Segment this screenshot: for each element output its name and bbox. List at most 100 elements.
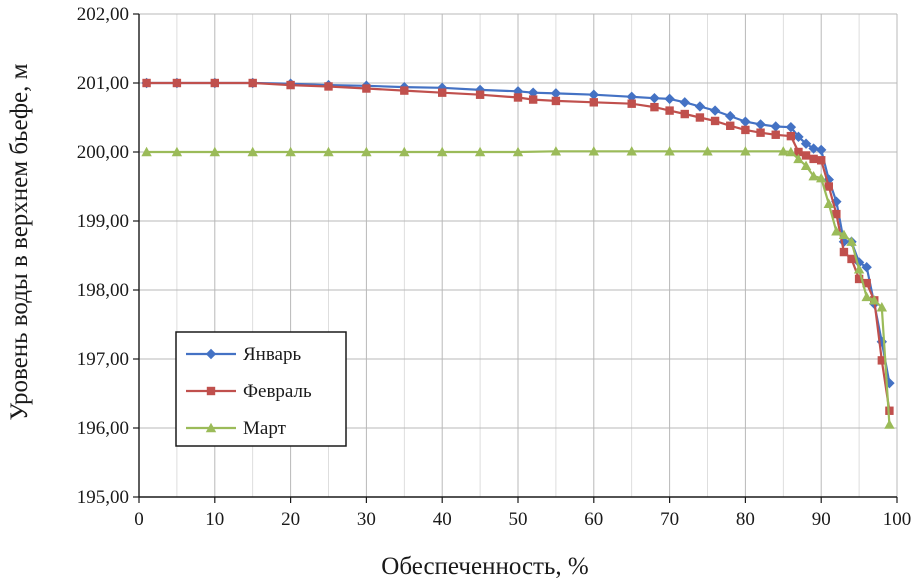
data-point (528, 95, 538, 104)
y-tick-label: 195,00 (77, 487, 129, 508)
series-group (141, 77, 895, 429)
y-tick-label: 198,00 (77, 280, 129, 301)
data-point (876, 302, 888, 312)
data-point (172, 78, 182, 88)
data-point (816, 173, 827, 183)
data-point (771, 130, 780, 139)
data-point (527, 87, 539, 98)
data-point (884, 419, 895, 429)
data-point (801, 151, 811, 160)
y-tick-label: 197,00 (77, 349, 129, 370)
legend-label: Февраль (243, 381, 312, 402)
data-point (438, 88, 447, 97)
y-tick-label: 199,00 (77, 211, 129, 232)
legend-item: Март (186, 418, 287, 439)
data-point (210, 78, 219, 88)
legend-item: Февраль (186, 381, 312, 402)
data-point (665, 106, 674, 115)
x-tick-label: 50 (509, 509, 528, 530)
data-point (816, 144, 827, 156)
data-point (861, 262, 872, 273)
data-point (171, 146, 183, 157)
data-point (702, 146, 713, 156)
data-point (861, 291, 872, 302)
data-point (650, 102, 659, 112)
x-tick-label: 20 (281, 509, 300, 530)
y-tick-label: 196,00 (77, 418, 129, 439)
data-point (808, 170, 819, 181)
data-point (400, 86, 409, 95)
legend-marker (205, 422, 217, 433)
x-tick-labels: 0 10 20 30 40 50 60 70 80 90 100 (134, 509, 911, 530)
x-tick-label: 70 (660, 509, 679, 530)
data-point (793, 131, 804, 143)
y-tick-label: 201,00 (77, 73, 129, 94)
legend-label: Март (243, 418, 287, 439)
data-point (694, 101, 706, 112)
data-point (756, 128, 765, 137)
legend-item: Январь (186, 344, 301, 365)
x-tick-label: 100 (883, 509, 912, 530)
axes (133, 13, 898, 503)
data-point (709, 105, 721, 116)
data-point (475, 90, 485, 99)
data-point (323, 146, 334, 157)
data-point (626, 146, 637, 156)
data-point (726, 121, 735, 130)
y-tick-labels: 195,00 196,00 197,00 198,00 199,00 200,00 201,… (77, 4, 129, 508)
data-point (831, 226, 842, 236)
data-point (247, 146, 258, 157)
data-point (786, 131, 796, 141)
data-point (588, 146, 599, 156)
data-point (695, 113, 705, 122)
data-point (513, 93, 523, 102)
data-point (862, 278, 871, 288)
data-point (824, 182, 833, 191)
data-point (809, 154, 818, 164)
legend: Январь Февраль Март (175, 331, 347, 447)
x-tick-label: 90 (812, 509, 831, 530)
data-point (847, 254, 856, 264)
data-point (248, 78, 257, 88)
data-point (664, 146, 675, 156)
data-point (838, 236, 850, 247)
data-point (823, 174, 834, 185)
data-point (755, 119, 766, 130)
x-tick-label: 40 (433, 509, 452, 530)
data-point (785, 146, 797, 157)
data-point (551, 96, 561, 106)
data-point (512, 146, 524, 157)
data-point (324, 82, 333, 91)
data-point (838, 229, 850, 239)
data-point (800, 138, 812, 149)
y-axis-title: Уровень воды в верхнем бьефе, м (6, 63, 33, 420)
series-3 (141, 146, 895, 429)
y-tick-label: 202,00 (77, 4, 129, 25)
data-point (817, 156, 826, 165)
data-point (853, 264, 865, 274)
data-point (362, 84, 371, 93)
data-point (839, 247, 849, 257)
legend-marker (205, 348, 217, 360)
data-point (209, 146, 220, 157)
x-tick-label: 80 (736, 509, 755, 530)
data-point (794, 147, 803, 157)
data-point (740, 116, 751, 127)
data-point (770, 121, 781, 132)
data-point (740, 146, 751, 156)
data-point (142, 78, 151, 88)
data-point (800, 160, 812, 170)
x-tick-label: 10 (205, 509, 224, 530)
data-point (884, 377, 895, 389)
x-axis-title: Обеспеченность, % (381, 553, 588, 580)
y-tick-label: 200,00 (77, 142, 129, 163)
data-point (869, 295, 880, 305)
data-point (627, 99, 636, 108)
data-point (679, 97, 690, 108)
data-point (141, 146, 152, 157)
legend-marker (206, 386, 216, 396)
data-point (285, 146, 296, 157)
x-tick-label: 30 (357, 509, 376, 530)
series-line (146, 81, 891, 411)
